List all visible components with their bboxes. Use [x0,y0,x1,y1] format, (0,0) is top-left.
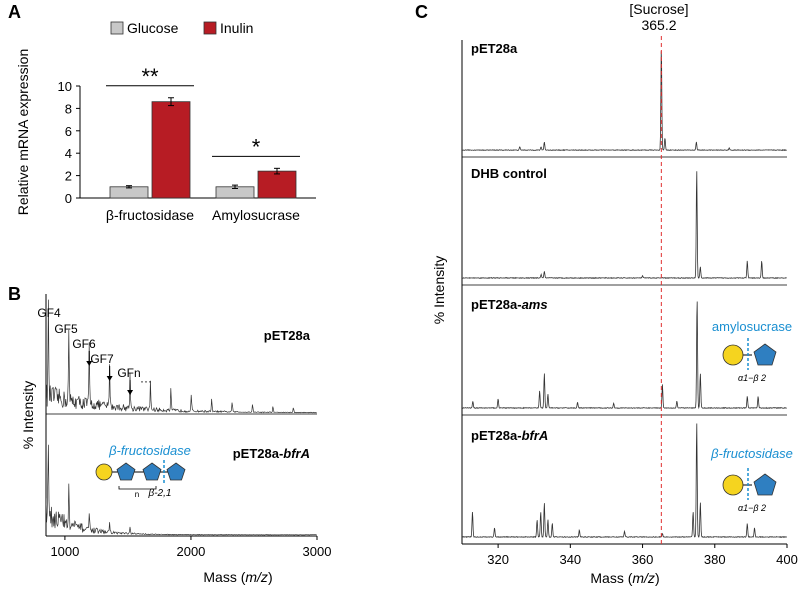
panel-c-trace-names: pET28a DHB control pET28a-ams pET28a-bfr… [471,41,548,443]
category-label-fructosidase: β-fructosidase [106,207,194,223]
sucrose-label: [Sucrose] [629,1,688,17]
panel-b-enzyme-label: β-fructosidase [108,443,191,458]
bond-label-bfra: α1−β 2 [738,503,766,513]
fructose-unit-icon [753,343,777,366]
repeat-bracket [118,486,157,490]
panel-c-frame [461,40,787,545]
y-tick-label: 0 [65,191,72,206]
bond-label-ams: α1−β 2 [738,373,766,383]
panel-b-spectrum-pet28a [46,299,317,414]
legend-swatch-inulin [203,21,217,35]
panel-c-spectra [462,51,787,539]
panel-c-spectrum-2 [462,301,787,410]
x-tick-label: 2000 [176,544,205,559]
panel-a-bars: *** [106,64,300,199]
x-tick-label: 380 [704,552,726,567]
x-tick-label: 1000 [50,544,79,559]
glucose-unit-icon [95,463,113,481]
fructose-unit-icon [753,473,777,496]
peak-arrowhead [86,361,93,366]
peak-label: ··· [140,374,152,388]
x-tick-label: 340 [559,552,581,567]
panel-a-label: A [8,2,21,22]
panel-c-ylabel: % Intensity [431,256,447,324]
enzyme-label-beta-fructosidase: β-fructosidase [710,446,793,461]
fructose-unit-icon [116,462,136,481]
peak-label: GF6 [72,337,96,351]
panel-b-xticks: 1000 2000 3000 [50,536,331,559]
category-label-amylosucrase: Amylosucrase [212,207,300,223]
fructose-unit-icon [142,462,162,481]
peak-label: GF5 [54,322,78,336]
bar-inulin-0 [151,101,191,199]
panel-c-xlabel: Mass (m/z) [590,570,659,586]
panel-a-ylabel: Relative mRNA expression [15,49,31,216]
trace-name-dhb-control: DHB control [471,166,547,181]
panel-a-legend: Glucose Inulin [110,20,253,36]
panel-c-structure-ams: amylosucrase α1−β 2 [712,319,792,383]
legend-glucose-label: Glucose [127,20,179,36]
panel-c-spectrum-3 [462,423,787,539]
x-tick-label: 320 [487,552,509,567]
panel-c-spectrum-1 [462,171,787,280]
legend-inulin-label: Inulin [220,20,253,36]
significance-label: ** [141,64,159,89]
y-tick-label: 2 [65,169,72,184]
y-tick-label: 6 [65,124,72,139]
y-tick-label: 10 [58,79,72,94]
panel-b-ylabel: % Intensity [20,381,36,449]
peak-label: GF7 [90,352,114,366]
significance-label: * [252,134,261,159]
bar-glucose-0 [109,186,149,199]
panel-b-spectrum-pet28a-bfra [46,444,317,536]
panel-b-xlabel: Mass (m/z) [203,569,272,585]
trace-name-pet28a-ams: pET28a-ams [471,297,548,312]
bond-label: β-2,1 [148,488,172,499]
peak-arrowhead [106,376,113,381]
panel-c-structure-bfra: β-fructosidase α1−β 2 [710,446,793,513]
fructose-unit-icon [166,462,186,481]
peak-arrowhead [127,390,134,395]
panel-c-label: C [415,2,428,22]
glucose-unit-icon [722,344,744,366]
panel-b-structure: β-fructosidase n β-2,1 [95,443,191,499]
peak-label: GFn [117,366,140,380]
peak-label: GF4 [37,306,61,320]
panel-b-trace-name-pet28a: pET28a [264,328,311,343]
x-tick-label: 360 [632,552,654,567]
enzyme-label-amylosucrase: amylosucrase [712,319,792,334]
repeat-label: n [135,490,139,499]
x-tick-label: 3000 [303,544,332,559]
panel-b-trace-name-bfra: pET28a-bfrA [233,446,310,461]
sucrose-mass-label: 365.2 [641,17,676,33]
panel-c-spectrum-0 [462,51,787,152]
y-tick-label: 4 [65,146,72,161]
trace-name-pet28a-bfra: pET28a-bfrA [471,428,548,443]
glucose-unit-icon [722,474,744,496]
panel-b-label: B [8,284,21,304]
legend-swatch-glucose [110,21,124,35]
y-tick-label: 8 [65,101,72,116]
trace-name-pet28a: pET28a [471,41,518,56]
panel-a-yticks: 0 2 4 6 8 10 [58,79,80,206]
bar-inulin-1 [257,170,297,199]
panel-c-xticks: 320 340 360 380 400 [487,544,798,567]
x-tick-label: 400 [776,552,798,567]
